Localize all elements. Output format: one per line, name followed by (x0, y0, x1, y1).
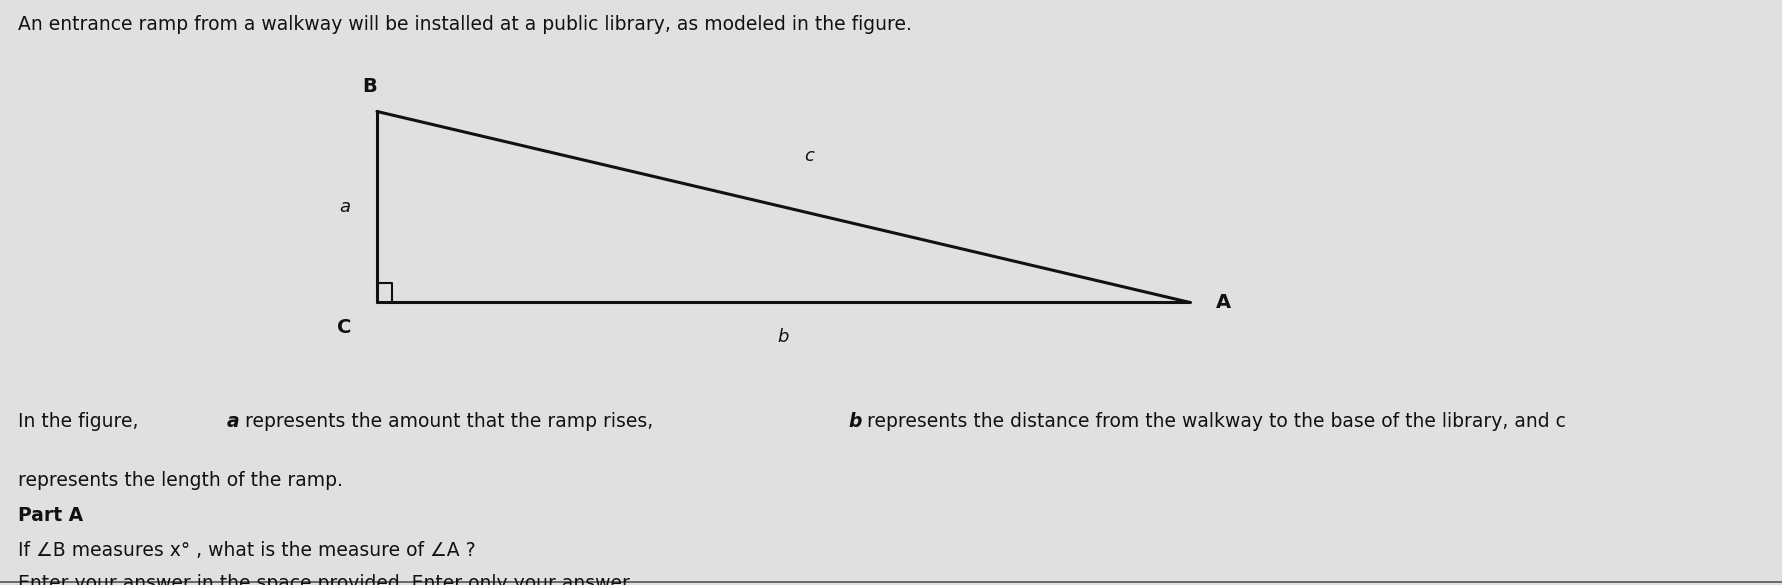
Text: a: a (226, 412, 239, 431)
Text: b: b (848, 412, 862, 431)
Text: An entrance ramp from a walkway will be installed at a public library, as modele: An entrance ramp from a walkway will be … (18, 15, 911, 33)
Text: a: a (339, 198, 349, 216)
Text: represents the amount that the ramp rises,: represents the amount that the ramp rise… (239, 412, 659, 431)
Text: represents the length of the ramp.: represents the length of the ramp. (18, 471, 342, 490)
Text: Part A: Part A (18, 506, 84, 525)
Text: If ∠B measures x° , what is the measure of ∠A ?: If ∠B measures x° , what is the measure … (18, 541, 476, 560)
Text: C: C (337, 318, 351, 336)
Text: B: B (362, 77, 376, 96)
Text: represents the distance from the walkway to the base of the library, and c: represents the distance from the walkway… (861, 412, 1565, 431)
Text: In the figure,: In the figure, (18, 412, 144, 431)
Text: A: A (1215, 293, 1231, 312)
Text: b: b (777, 328, 788, 346)
Text: Enter your answer in the space provided. Enter only your answer.: Enter your answer in the space provided.… (18, 574, 633, 585)
Text: c: c (804, 147, 814, 165)
